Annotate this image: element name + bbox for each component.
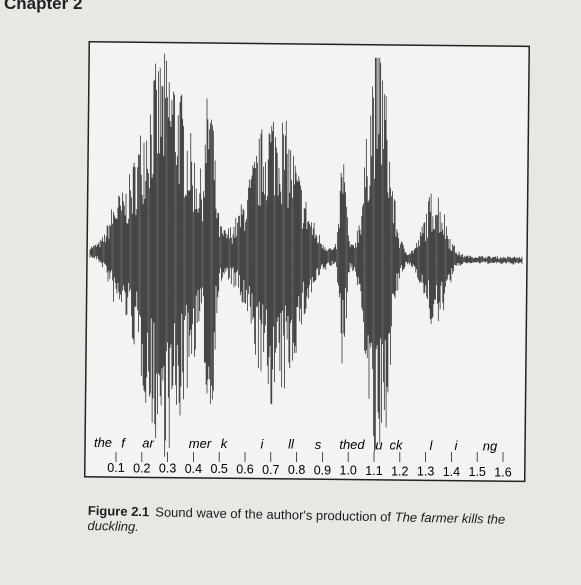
segment-label: u — [375, 437, 382, 452]
time-tick-label: 1.1 — [365, 464, 382, 478]
time-tick-label: 0.8 — [288, 463, 305, 477]
time-tick-label: 1.0 — [340, 464, 357, 478]
time-tick-label: 1.4 — [443, 465, 460, 479]
time-tick-label: 0.5 — [211, 462, 228, 476]
time-tick-label: 1.3 — [417, 465, 434, 479]
segment-label: mer — [189, 436, 212, 451]
time-tick-label: 0.2 — [133, 461, 150, 475]
time-tick-label: 0.3 — [159, 462, 176, 476]
segment-label: thed — [339, 437, 365, 452]
time-tick-label: 0.4 — [185, 462, 202, 476]
segment-label: s — [315, 437, 322, 452]
book-page: Chapter 2 thefarmerkillstheduckling 0.10… — [0, 0, 581, 585]
time-tick-label: 1.2 — [391, 464, 408, 478]
time-tick-label: 0.6 — [236, 463, 253, 477]
caption-number: Figure 2.1 — [88, 503, 150, 519]
segment-label: ar — [142, 436, 154, 451]
time-tick-label: 0.1 — [107, 461, 124, 475]
time-tick-label: 1.6 — [494, 466, 511, 480]
time-tick-label: 1.5 — [469, 465, 486, 479]
caption-text: Sound wave of the author's production of — [155, 504, 395, 524]
figure-caption: Figure 2.1 Sound wave of the author's pro… — [87, 503, 558, 543]
segment-label: ng — [483, 438, 498, 453]
time-tick-label: 0.9 — [314, 463, 331, 477]
segment-label: ck — [390, 438, 405, 453]
segment-label: the — [94, 435, 112, 450]
time-tick-label: 0.7 — [262, 463, 279, 477]
